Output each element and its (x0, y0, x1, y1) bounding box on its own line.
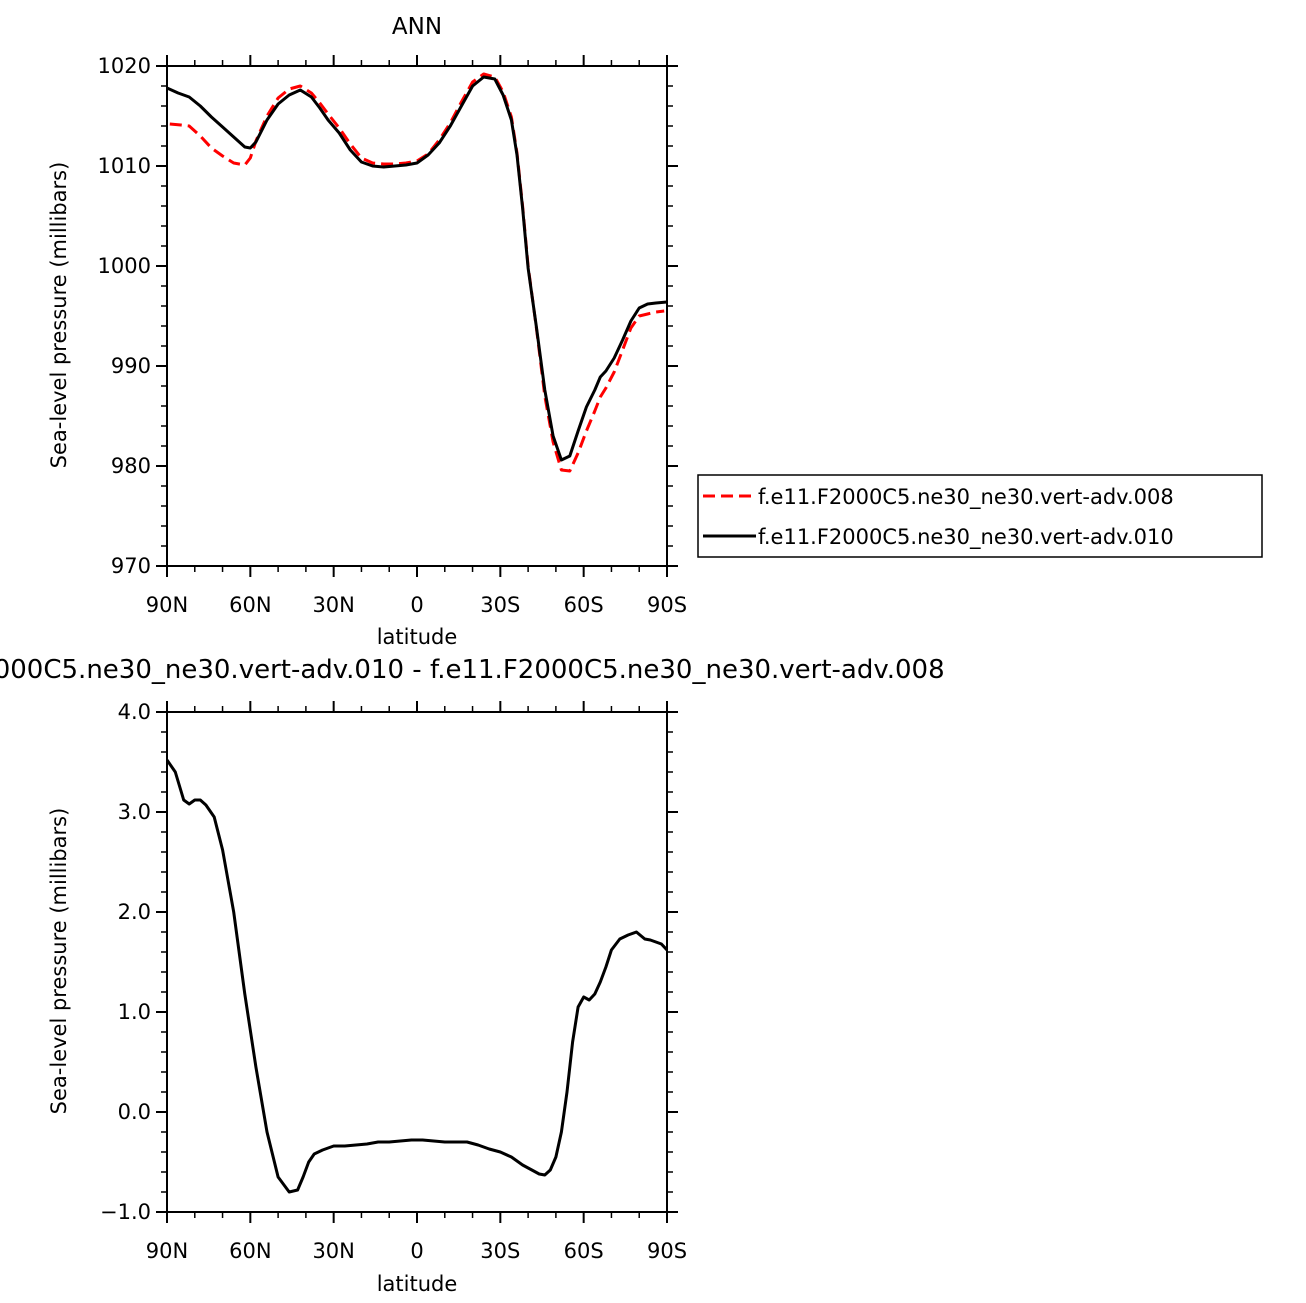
x-tick-label: 30N (312, 1239, 354, 1263)
chart-title: f.e11.F2000C5.ne30_ne30.vert-adv.010 - f… (0, 655, 945, 685)
x-tick-label: 30N (312, 593, 354, 617)
y-tick-label: 4.0 (118, 700, 151, 724)
x-tick-label: 0 (410, 593, 423, 617)
y-axis-label: Sea-level pressure (millibars) (47, 162, 71, 469)
difference-chart: f.e11.F2000C5.ne30_ne30.vert-adv.010 - f… (0, 655, 945, 1296)
x-axis-label: latitude (377, 625, 458, 649)
x-tick-label: 0 (410, 1239, 423, 1263)
x-tick-label: 90N (146, 1239, 188, 1263)
sea-level-pressure-chart: ANN latitude Sea-level pressure (milliba… (47, 14, 687, 649)
y-tick-label: 1010 (98, 154, 151, 178)
x-tick-label: 30S (480, 593, 520, 617)
y-tick-label: 970 (111, 554, 151, 578)
x-tick-label: 90S (647, 593, 687, 617)
y-tick-label: 980 (111, 454, 151, 478)
y-tick-label: 1000 (98, 254, 151, 278)
x-tick-label: 30S (480, 1239, 520, 1263)
x-tick-label: 60S (564, 593, 604, 617)
x-tick-label: 60N (229, 593, 271, 617)
plot-frame (166, 711, 668, 1213)
y-tick-label: 1.0 (118, 1000, 151, 1024)
legend-label-1: f.e11.F2000C5.ne30_ne30.vert-adv.010 (758, 525, 1174, 550)
y-tick-label: 3.0 (118, 800, 151, 824)
x-tick-label: 60N (229, 1239, 271, 1263)
legend-box (697, 474, 1263, 558)
plot-frame (166, 65, 668, 567)
y-tick-label: 1020 (98, 54, 151, 78)
series-line-0 (169, 72, 665, 473)
x-tick-label: 60S (564, 1239, 604, 1263)
y-tick-label: 990 (111, 354, 151, 378)
legend: f.e11.F2000C5.ne30_ne30.vert-adv.008 f.e1… (697, 474, 1263, 558)
y-tick-label: −1.0 (100, 1200, 151, 1224)
x-tick-label: 90N (146, 593, 188, 617)
y-tick-label: 2.0 (118, 900, 151, 924)
y-tick-label: 0.0 (118, 1100, 151, 1124)
series-line-1 (167, 75, 667, 462)
legend-label-0: f.e11.F2000C5.ne30_ne30.vert-adv.008 (758, 485, 1174, 510)
y-axis-label: Sea-level pressure (millibars) (47, 808, 71, 1115)
x-tick-label: 90S (647, 1239, 687, 1263)
series-line-0 (167, 759, 667, 1194)
x-axis-label: latitude (377, 1272, 458, 1296)
chart-title: ANN (392, 14, 442, 40)
